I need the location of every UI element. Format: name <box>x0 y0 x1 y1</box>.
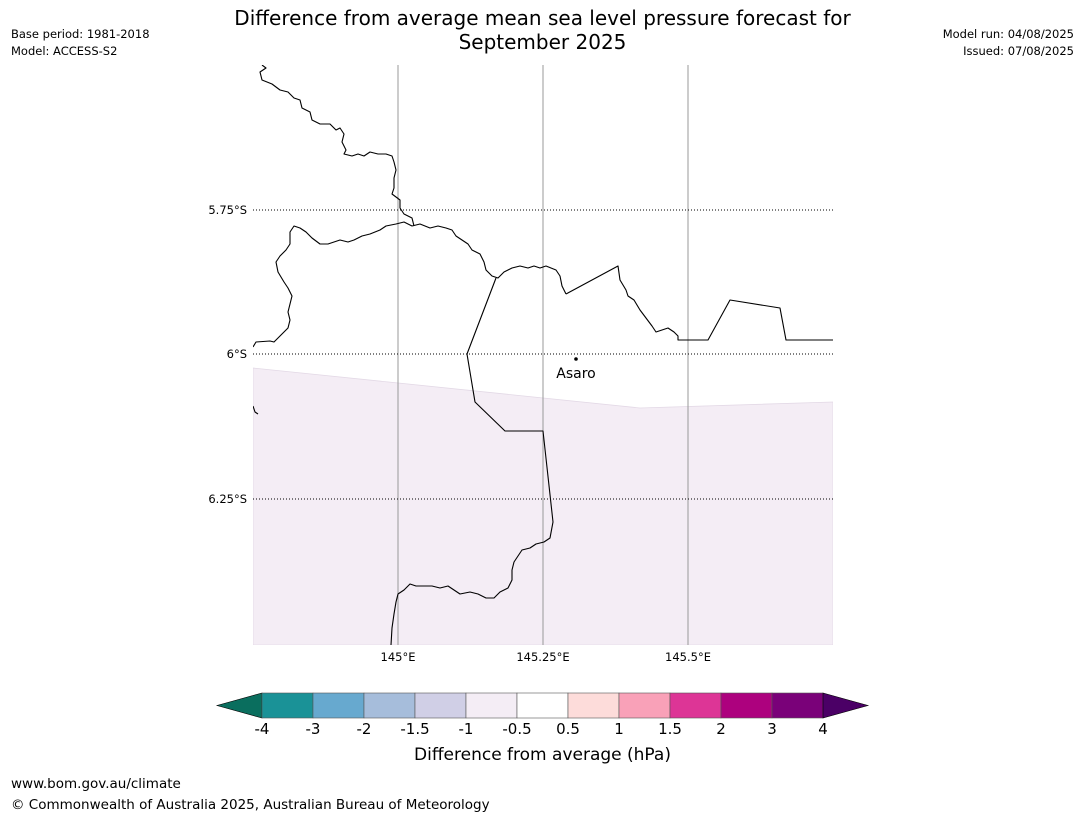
colorbar-segment <box>465 692 518 719</box>
title-line-2: September 2025 <box>458 30 627 54</box>
colorbar-segment <box>771 692 824 719</box>
model-text: Model: ACCESS-S2 <box>11 44 118 58</box>
colorbar-segment <box>516 692 569 719</box>
colorbar-segment <box>261 692 314 719</box>
latitude-label: 6.25°S <box>208 492 247 506</box>
colorbar-over-arrow <box>822 692 870 719</box>
colorbar-tick-label: -1 <box>458 720 474 738</box>
colorbar-tick-label: -2 <box>356 720 372 738</box>
colorbar-segment <box>618 692 671 719</box>
colorbar-tick-label: -3 <box>305 720 321 738</box>
colorbar-label: Difference from average (hPa) <box>414 745 671 765</box>
longitude-label: 145.5°E <box>665 650 711 664</box>
model-run-text: Model run: 04/08/2025 <box>942 27 1074 41</box>
boundary-line <box>253 405 259 415</box>
colorbar-tick-label: -0.5 <box>502 720 532 738</box>
colorbar-segment <box>414 692 467 719</box>
metadata-right: Model run: 04/08/2025 Issued: 07/08/2025 <box>943 26 1074 60</box>
boundary-line <box>259 65 415 227</box>
footer-url: www.bom.gov.au/climate <box>11 776 181 792</box>
title-line-1: Difference from average mean sea level p… <box>234 6 851 30</box>
colorbar <box>215 692 870 719</box>
colorbar-tick-label: 2 <box>716 720 726 738</box>
longitude-label: 145°E <box>381 650 416 664</box>
colorbar-tick-label: 1.5 <box>658 720 682 738</box>
issued-text: Issued: 07/08/2025 <box>963 44 1074 58</box>
colorbar-tick-label: 1 <box>614 720 624 738</box>
colorbar-segment <box>567 692 620 719</box>
colorbar-tick-label: -4 <box>254 720 270 738</box>
colorbar-segment <box>720 692 773 719</box>
metadata-left: Base period: 1981-2018 Model: ACCESS-S2 <box>11 26 150 60</box>
footer-copyright: © Commonwealth of Australia 2025, Austra… <box>11 797 490 813</box>
page-title: Difference from average mean sea level p… <box>0 6 1085 54</box>
latitude-label: 6°S <box>227 347 247 361</box>
colorbar-under-arrow <box>215 692 263 719</box>
place-label: Asaro <box>556 366 595 382</box>
latitude-label: 5.75°S <box>208 203 247 217</box>
colorbar-segment <box>363 692 416 719</box>
footer: www.bom.gov.au/climate © Commonwealth of… <box>11 774 490 816</box>
colorbar-tick-label: 3 <box>767 720 777 738</box>
colorbar-tick-label: -1.5 <box>400 720 430 738</box>
base-period-text: Base period: 1981-2018 <box>11 27 150 41</box>
longitude-label: 145.25°E <box>516 650 569 664</box>
colorbar-tick-label: 0.5 <box>556 720 580 738</box>
colorbar-segment <box>669 692 722 719</box>
colorbar-segment <box>312 692 365 719</box>
boundary-line <box>253 221 567 348</box>
colorbar-tick-label: 4 <box>818 720 828 738</box>
boundary-line <box>565 265 833 341</box>
boundary-line <box>390 277 554 645</box>
place-marker <box>574 357 578 361</box>
